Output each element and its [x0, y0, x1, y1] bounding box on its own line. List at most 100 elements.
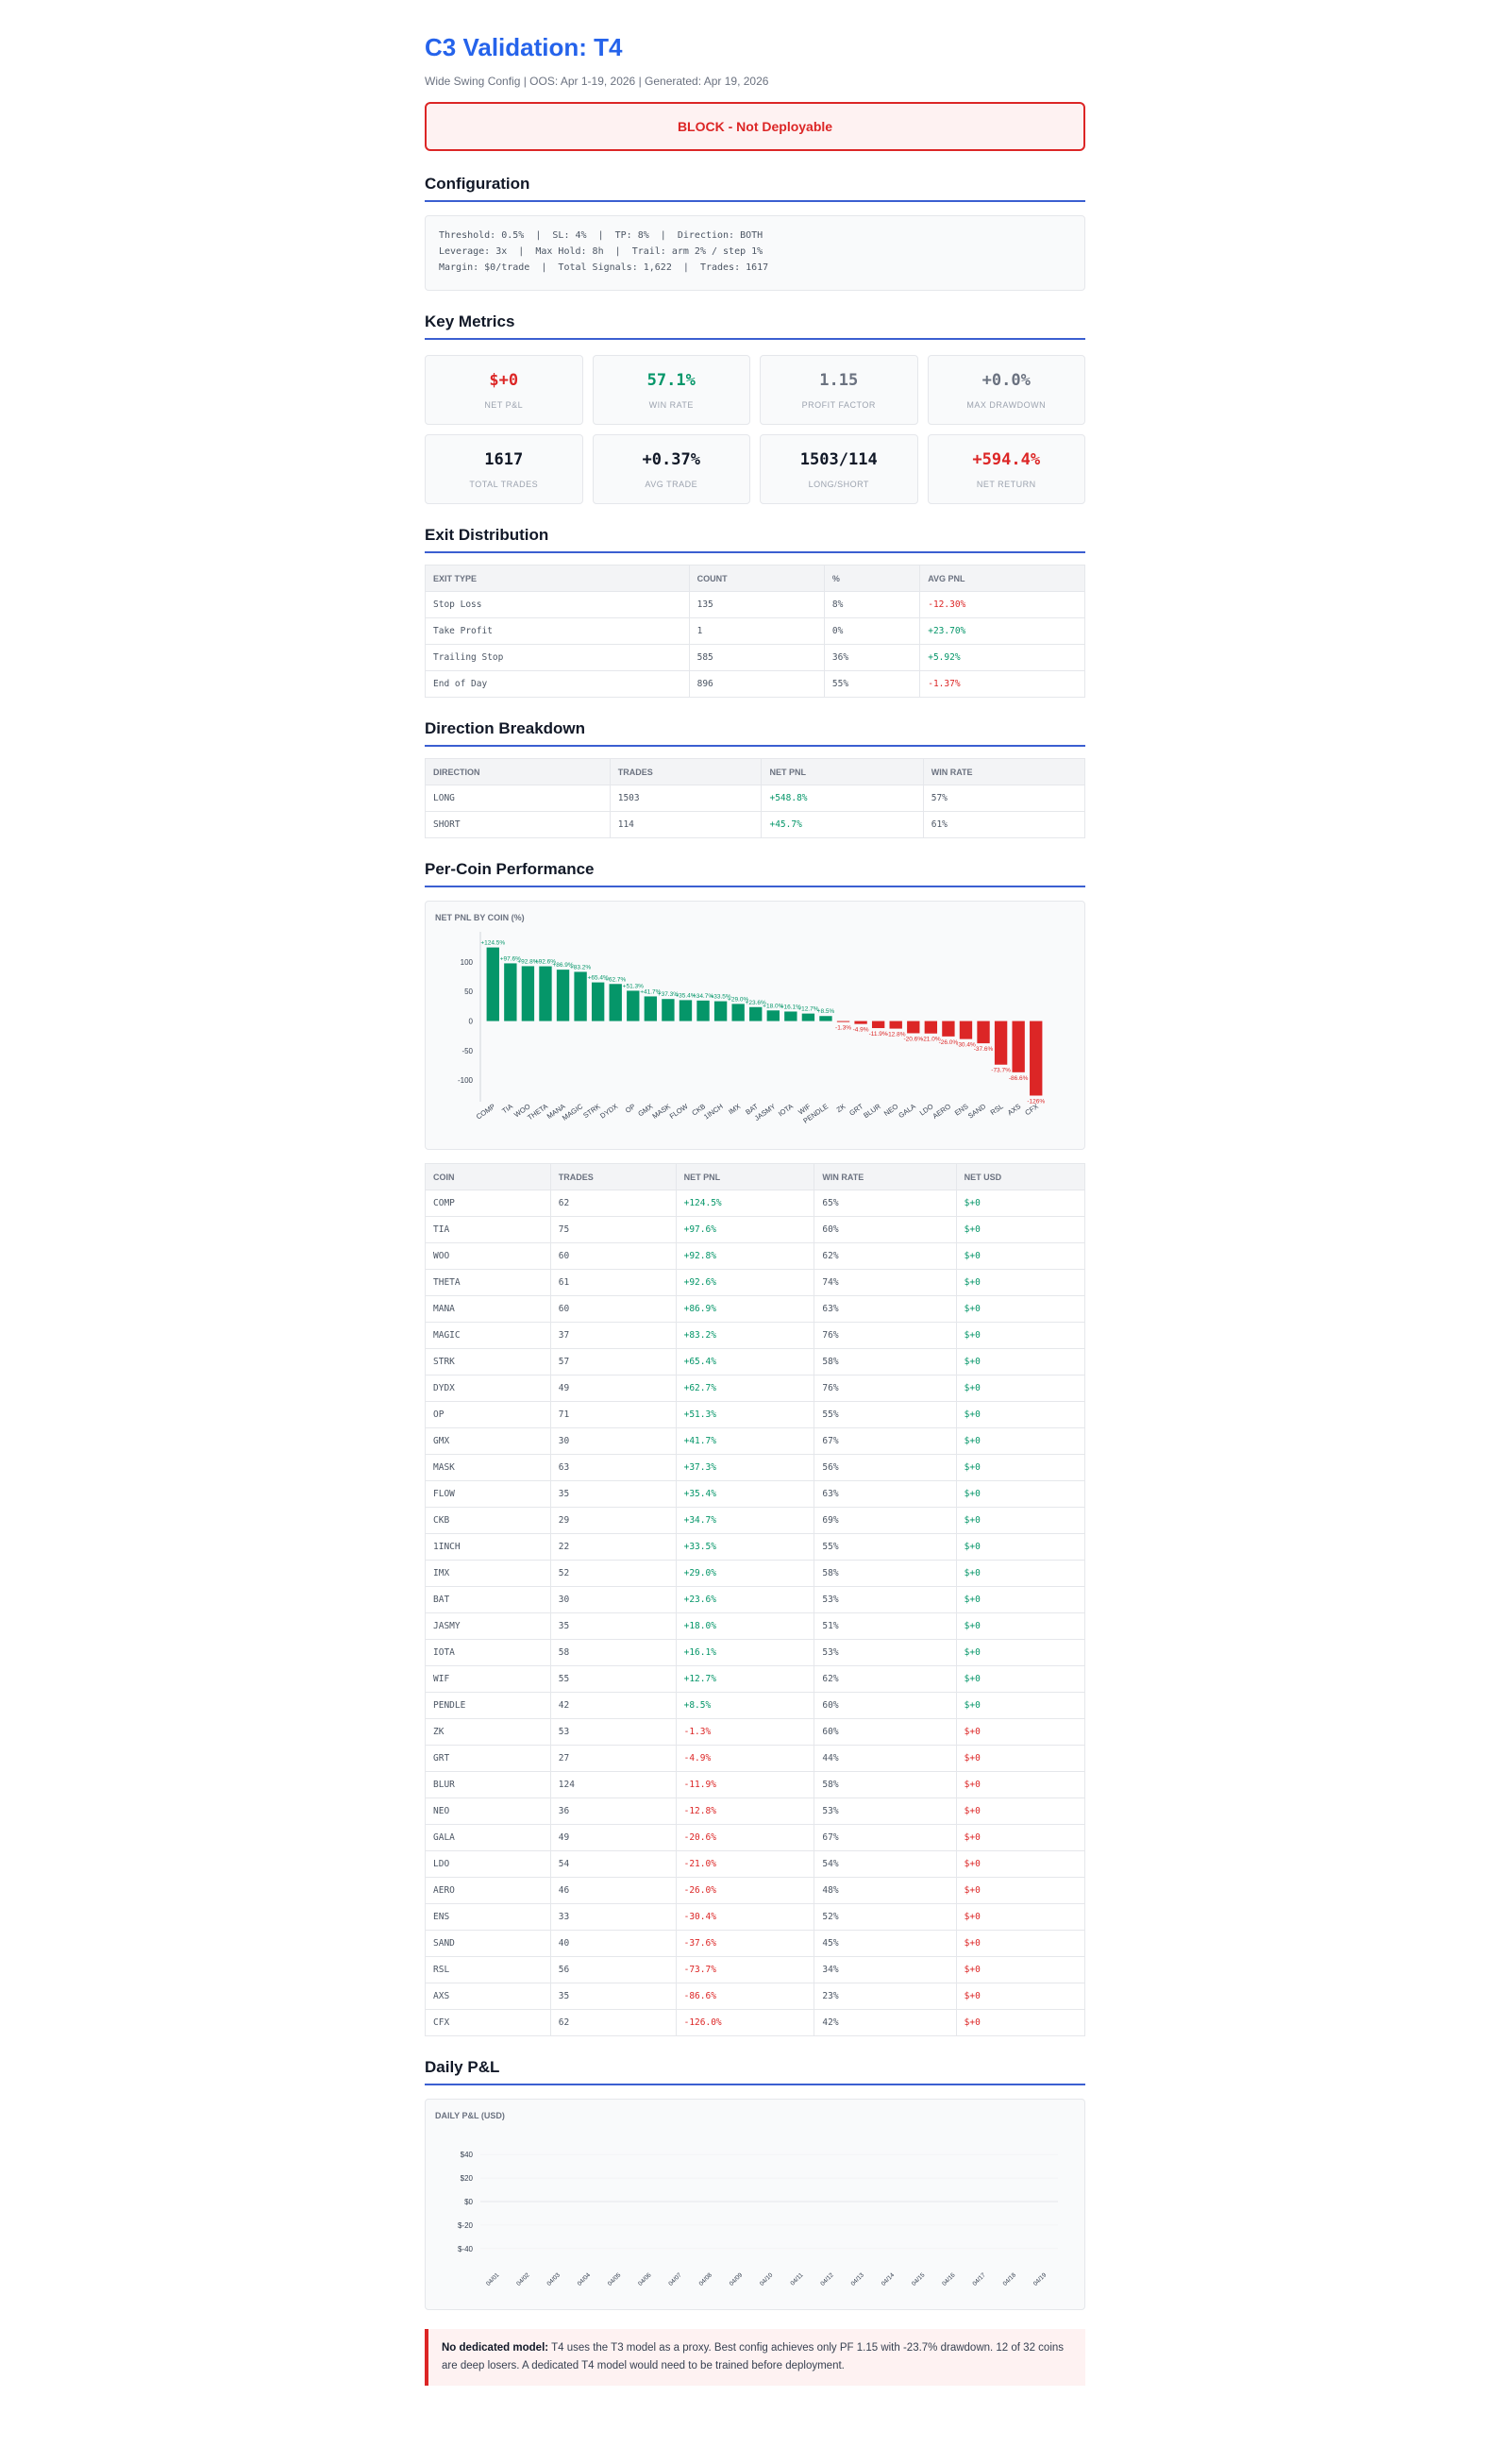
- bar-value-label: +92.8%: [517, 958, 538, 965]
- metric-label: Win Rate: [648, 400, 694, 410]
- x-tick-label: DYDX: [598, 1102, 619, 1120]
- x-tick-label: 04/17: [971, 2271, 987, 2287]
- table-cell: +8.5%: [675, 1692, 815, 1719]
- table-cell: MANA: [425, 1295, 551, 1323]
- table-cell: +51.3%: [675, 1401, 815, 1428]
- table-cell: +83.2%: [675, 1322, 815, 1349]
- table-row: 1INCH 22 +33.5% 55% $+0: [425, 1533, 1086, 1561]
- table-cell: $+0: [955, 1242, 1086, 1270]
- direction-breakdown-section: Direction Breakdown Direction Trades Net P…: [425, 718, 1086, 838]
- table-cell: End of Day: [425, 670, 690, 698]
- note-text: T4 uses the T3 model as a proxy. Best co…: [442, 2342, 1065, 2371]
- table-cell: +97.6%: [675, 1216, 815, 1243]
- table-cell: $+0: [955, 1533, 1086, 1561]
- table-cell: -86.6%: [675, 1983, 815, 2010]
- table-cell: $+0: [955, 1427, 1086, 1455]
- table-cell: 62: [549, 2009, 677, 2036]
- table-cell: 1503: [609, 785, 763, 812]
- bar-value-label: -11.9%: [869, 1031, 888, 1038]
- coin-bar: [574, 971, 587, 1021]
- x-tick-label: 04/16: [941, 2271, 957, 2287]
- coin-bar: [994, 1021, 1008, 1065]
- bar-value-label: +124.5%: [480, 940, 505, 947]
- table-cell: $+0: [955, 1824, 1086, 1851]
- metric-value: $+0: [489, 371, 519, 390]
- metric-label: Net P&L: [484, 400, 524, 410]
- table-cell: 55: [549, 1665, 677, 1693]
- bar-value-label: +83.2%: [570, 964, 591, 970]
- exit-distribution-table: Exit Type Count% Avg PnL Stop Loss 135 8% -12…: [425, 565, 1085, 698]
- table-cell: $+0: [955, 1665, 1086, 1693]
- table-cell: $+0: [955, 1639, 1086, 1666]
- table-cell: BLUR: [425, 1771, 551, 1798]
- table-cell: -4.9%: [675, 1745, 815, 1772]
- section-divider: [425, 551, 1085, 553]
- table-cell: 60%: [814, 1692, 957, 1719]
- per-coin-section: Per-Coin Performance Net PnL by Coin (%)…: [425, 859, 1086, 2036]
- table-cell: $+0: [955, 1322, 1086, 1349]
- table-cell: 53: [549, 1718, 677, 1746]
- bar-value-label: -20.6%: [903, 1036, 923, 1042]
- table-cell: 44%: [814, 1745, 957, 1772]
- x-tick-label: 04/10: [759, 2271, 775, 2287]
- table-cell: 0%: [823, 617, 921, 645]
- table-cell: 114: [609, 811, 763, 838]
- bar-value-label: +41.7%: [640, 988, 661, 995]
- table-row: OP 71 +51.3% 55% $+0: [425, 1401, 1086, 1428]
- table-cell: -21.0%: [675, 1850, 815, 1878]
- table-cell: 51%: [814, 1612, 957, 1640]
- table-cell: 60%: [814, 1718, 957, 1746]
- metric-value: 1503/114: [799, 450, 878, 469]
- coin-bar: [591, 982, 605, 1021]
- table-row: BAT 30 +23.6% 53% $+0: [425, 1586, 1086, 1613]
- table-cell: 30: [549, 1586, 677, 1613]
- section-title-configuration: Configuration: [425, 175, 530, 193]
- x-tick-label: AERO: [931, 1102, 952, 1121]
- bar-value-label: -126%: [1027, 1098, 1045, 1105]
- table-cell: MASK: [425, 1454, 551, 1481]
- table-cell: -12.30%: [919, 591, 1085, 618]
- table-cell: -73.7%: [675, 1956, 815, 1983]
- table-cell: +12.7%: [675, 1665, 815, 1693]
- bar-value-label: +33.5%: [710, 994, 730, 1001]
- column-header: Trades: [549, 1163, 677, 1190]
- table-cell: -126.0%: [675, 2009, 815, 2036]
- table-row: BLUR 124 -11.9% 58% $+0: [425, 1771, 1086, 1798]
- table-cell: -37.6%: [675, 1930, 815, 1957]
- table-cell: 46: [549, 1877, 677, 1904]
- column-header: Count: [688, 565, 825, 592]
- table-cell: OP: [425, 1401, 551, 1428]
- y-tick-label: 50: [464, 987, 473, 996]
- table-cell: $+0: [955, 1295, 1086, 1323]
- bar-value-label: -86.6%: [1009, 1075, 1029, 1082]
- x-tick-label: 04/08: [698, 2271, 714, 2287]
- x-tick-label: GALA: [897, 1102, 917, 1120]
- table-cell: +92.6%: [675, 1269, 815, 1296]
- table-cell: 71: [549, 1401, 677, 1428]
- metric-value: +594.4%: [972, 450, 1041, 469]
- section-divider: [425, 745, 1085, 747]
- table-row: MASK 63 +37.3% 56% $+0: [425, 1454, 1086, 1481]
- bar-value-label: +12.7%: [797, 1006, 818, 1013]
- table-cell: 49: [549, 1375, 677, 1402]
- table-cell: $+0: [955, 1850, 1086, 1878]
- table-cell: $+0: [955, 1745, 1086, 1772]
- table-cell: 896: [688, 670, 825, 698]
- table-row: MANA 60 +86.9% 63% $+0: [425, 1295, 1086, 1323]
- table-row: End of Day 896 55% -1.37%: [425, 670, 1085, 698]
- report: C3 Validation: T4 Wide Swing Config | OO…: [425, 0, 1086, 2386]
- table-cell: $+0: [955, 1586, 1086, 1613]
- table-cell: +29.0%: [675, 1560, 815, 1587]
- bar-value-label: +62.7%: [605, 976, 626, 983]
- y-tick-label: 100: [461, 958, 474, 967]
- table-cell: 57%: [922, 785, 1086, 812]
- table-cell: CFX: [425, 2009, 551, 2036]
- table-cell: STRK: [425, 1348, 551, 1375]
- table-cell: 61%: [922, 811, 1086, 838]
- table-cell: 29: [549, 1507, 677, 1534]
- table-cell: WIF: [425, 1665, 551, 1693]
- table-cell: GALA: [425, 1824, 551, 1851]
- x-tick-label: IMX: [727, 1102, 742, 1116]
- table-cell: 60: [549, 1242, 677, 1270]
- coin-pnl-chart: 100500-50-100+124.5%COMP+97.6%TIA+92.8%W…: [458, 932, 1045, 1125]
